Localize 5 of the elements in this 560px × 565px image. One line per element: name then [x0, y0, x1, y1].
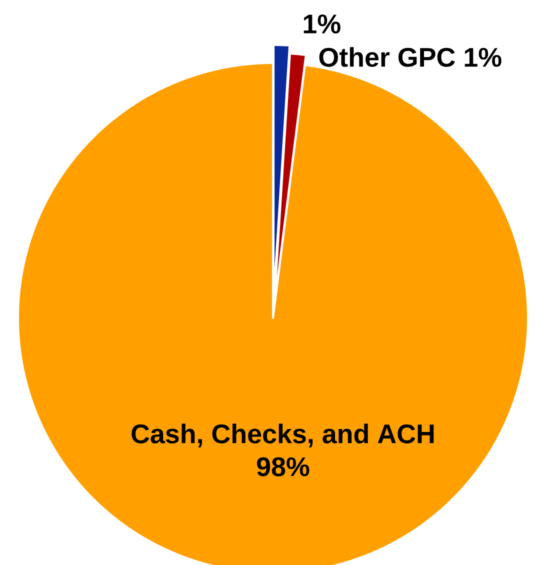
slice-label: Other GPC	[319, 47, 455, 67]
data-label: 1%	[464, 48, 502, 67]
slice-label: Cash, Checks, and ACH	[132, 424, 434, 448]
data-label: 98%	[257, 457, 310, 476]
data-label: 1%	[304, 14, 340, 34]
